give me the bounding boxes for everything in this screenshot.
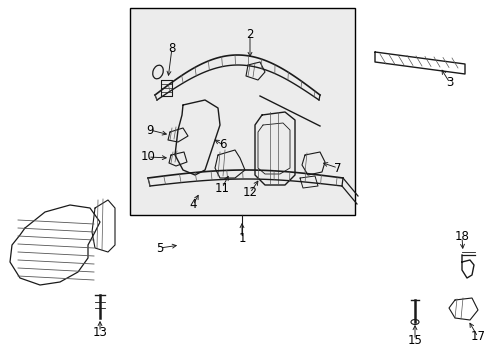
Text: 3: 3 [446,77,453,90]
Text: 18: 18 [454,230,468,243]
Text: 11: 11 [214,181,229,194]
Text: 17: 17 [469,330,485,343]
Text: 15: 15 [407,333,422,346]
Text: 12: 12 [242,186,257,199]
Text: 8: 8 [168,41,175,54]
Text: 10: 10 [140,150,155,163]
Text: 9: 9 [146,123,153,136]
Text: 6: 6 [219,139,226,152]
Text: 4: 4 [189,198,196,211]
Text: 7: 7 [334,162,341,175]
Text: 13: 13 [92,325,107,338]
Bar [130,8,354,215]
Text: 5: 5 [156,242,163,255]
Text: 1: 1 [238,231,245,244]
Text: 2: 2 [246,28,253,41]
